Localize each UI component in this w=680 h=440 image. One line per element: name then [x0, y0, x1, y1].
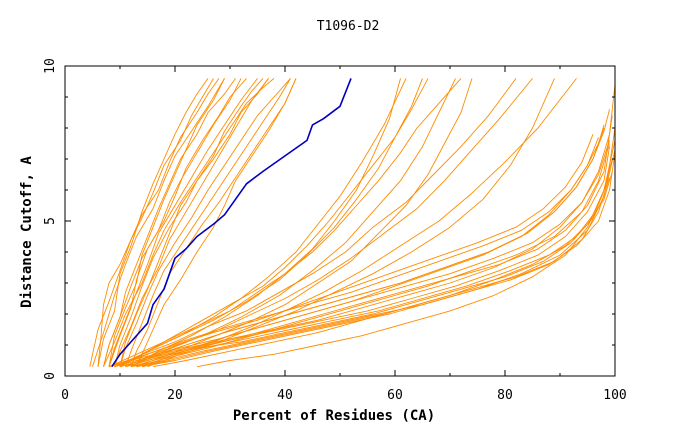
series-line-10 [125, 78, 291, 367]
series-line-30 [108, 124, 605, 368]
series-layer [89, 78, 616, 368]
series-line-8 [119, 78, 291, 367]
series-line-41 [130, 158, 613, 368]
series-line-38 [125, 115, 613, 368]
series-line-17 [136, 78, 297, 367]
x-tick-label-40: 40 [277, 388, 293, 403]
series-line-12 [114, 78, 269, 367]
series-line-27 [136, 78, 473, 368]
x-tick-label-60: 60 [387, 388, 403, 403]
series-line-5 [114, 78, 269, 367]
series-line-highlight [111, 78, 352, 368]
series-line-13 [130, 78, 297, 367]
series-line-14 [103, 78, 236, 367]
series-line-6 [103, 78, 275, 367]
series-line-35 [119, 140, 610, 368]
chart-title: T1096-D2 [317, 19, 380, 34]
series-line-22 [114, 78, 517, 368]
x-tick-label-100: 100 [603, 388, 626, 403]
x-axis-label: Percent of Residues (CA) [233, 408, 435, 424]
series-line-24 [119, 78, 423, 368]
series-line-18 [114, 78, 429, 368]
y-tick-label-10: 10 [43, 58, 58, 74]
y-tick-label-5: 5 [43, 217, 58, 225]
series-line-19 [108, 78, 462, 368]
series-line-42 [152, 171, 613, 368]
series-line-16 [108, 78, 225, 367]
series-line-45 [136, 143, 610, 368]
series-line-4 [108, 78, 258, 367]
y-axis-label: Distance Cutoff, A [19, 156, 35, 308]
series-line-39 [141, 149, 616, 368]
series-line-29 [114, 84, 616, 368]
series-line-40 [114, 137, 599, 368]
x-tick-label-20: 20 [167, 388, 183, 403]
y-tick-label-0: 0 [43, 372, 58, 380]
series-line-43 [119, 109, 610, 368]
series-line-44 [196, 140, 616, 368]
series-line-11 [97, 78, 220, 367]
series-line-21 [130, 78, 401, 368]
series-line-31 [119, 146, 610, 368]
series-line-7 [89, 78, 214, 367]
x-tick-label-0: 0 [61, 388, 69, 403]
series-line-15 [119, 78, 264, 367]
series-line-3 [97, 78, 209, 367]
series-line-1 [92, 78, 225, 367]
tick-layer: 0 20 40 60 80 100 0 5 10 [43, 58, 627, 403]
series-line-9 [108, 78, 247, 367]
series-line-37 [108, 134, 594, 368]
x-tick-label-80: 80 [497, 388, 513, 403]
